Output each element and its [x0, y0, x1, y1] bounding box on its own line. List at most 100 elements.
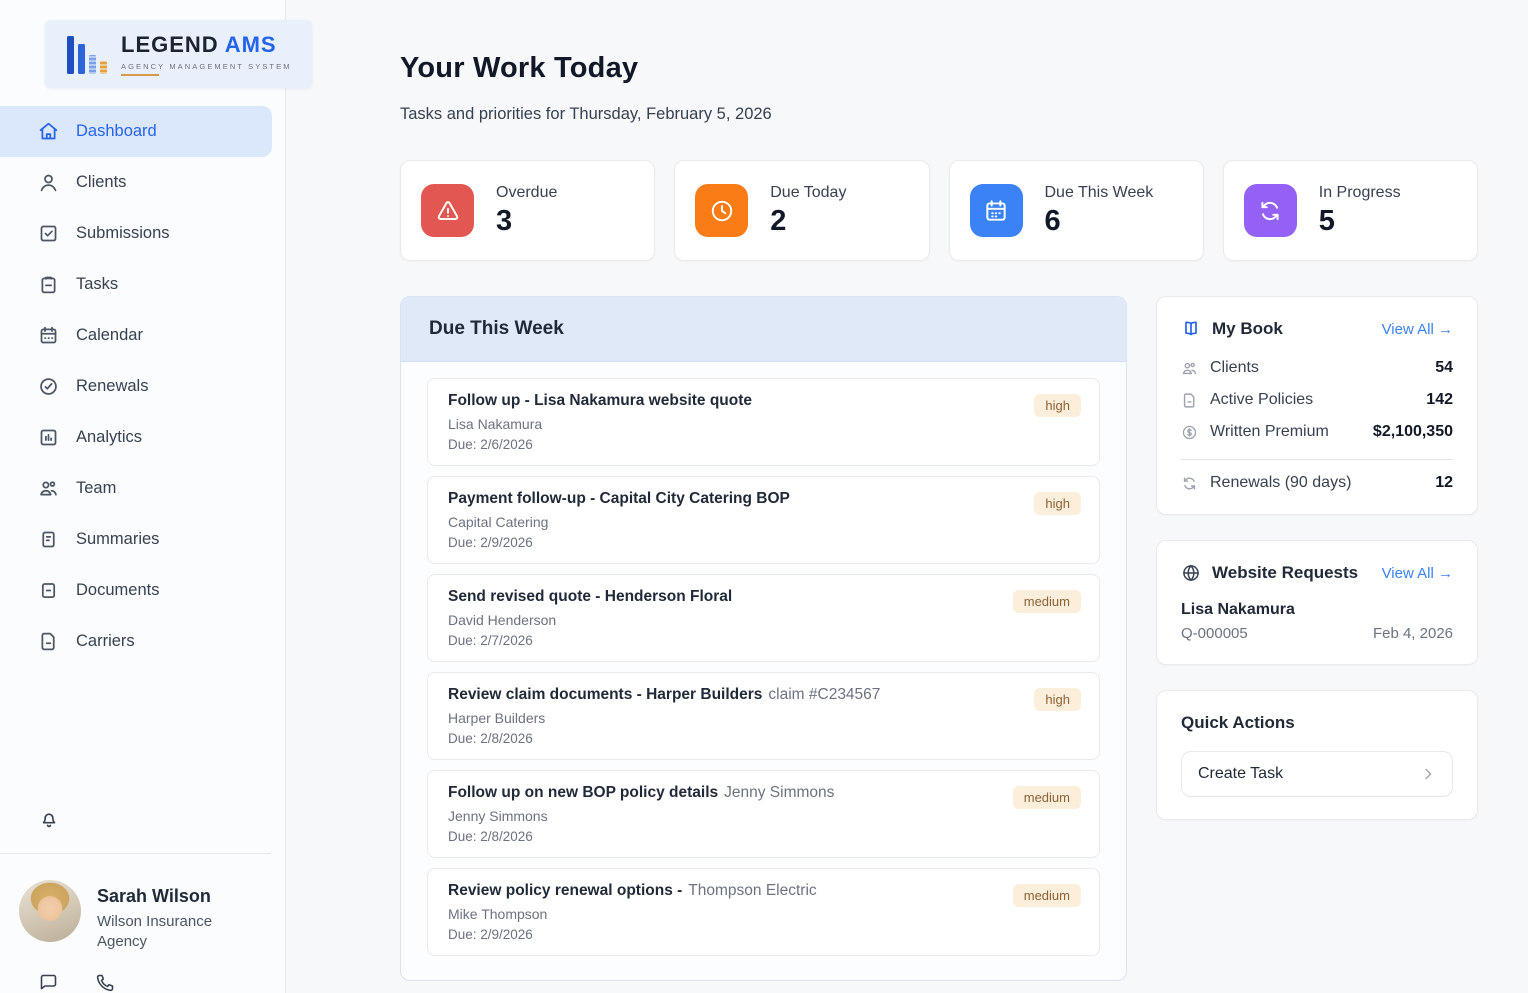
sidebar-item-label: Calendar	[76, 326, 143, 344]
sync-icon	[1183, 476, 1196, 490]
user-profile: Sarah Wilson Wilson Insurance Agency	[0, 854, 285, 953]
chevron-right-icon	[1425, 768, 1432, 780]
task-row[interactable]: Review policy renewal options - Thompson …	[427, 868, 1100, 956]
sidebar-item-clients[interactable]: Clients	[0, 157, 272, 208]
sidebar-item-label: Documents	[76, 581, 160, 599]
sidebar-item-renewals[interactable]: Renewals	[0, 361, 272, 412]
sidebar-item-label: Team	[76, 479, 117, 497]
task-due-date: Due: 2/6/2026	[448, 437, 533, 452]
task-row[interactable]: Follow up on new BOP policy details Jenny…	[427, 770, 1100, 858]
book-row-label: Active Policies	[1210, 391, 1314, 408]
policy-doc-icon	[1183, 392, 1195, 408]
sidebar-item-submissions[interactable]: Submissions	[0, 208, 272, 259]
quick-actions-title: Quick Actions	[1181, 713, 1295, 732]
task-title-suffix: Thompson Electric	[688, 882, 817, 899]
book-row-value: 54	[1435, 359, 1453, 376]
book-icon	[1185, 321, 1197, 336]
priority-badge: high	[1034, 492, 1081, 515]
stat-card-overdue[interactable]: Overdue 3	[400, 160, 656, 261]
sidebar-item-calendar[interactable]: Calendar	[0, 310, 272, 361]
task-client: Mike Thompson	[448, 906, 548, 922]
sidebar-item-label: Clients	[76, 173, 127, 191]
website-requests-view-all-link[interactable]: View All →	[1381, 564, 1453, 582]
book-row-value: 142	[1426, 391, 1453, 408]
calendar-icon	[40, 326, 57, 344]
logo-suffix: AMS	[224, 32, 277, 57]
task-row[interactable]: Send revised quote - Henderson Floral Da…	[427, 574, 1100, 662]
sidebar-nav: Dashboard Clients Submissions Tasks Cale…	[0, 106, 285, 667]
book-row-label: Renewals (90 days)	[1210, 474, 1352, 491]
sidebar-item-analytics[interactable]: Analytics	[0, 412, 272, 463]
task-row[interactable]: Review claim documents - Harper Builders…	[427, 672, 1100, 760]
sidebar-item-tasks[interactable]: Tasks	[0, 259, 272, 310]
stat-card-due-today[interactable]: Due Today 2	[674, 160, 930, 261]
sidebar-item-label: Tasks	[76, 275, 119, 293]
logo-tagline: AGENCY MANAGEMENT SYSTEM	[121, 62, 292, 71]
profile-actions	[0, 952, 285, 993]
chat-icon[interactable]	[38, 972, 59, 993]
divider	[1181, 459, 1453, 460]
task-list: Follow up - Lisa Nakamura website quote …	[401, 362, 1126, 980]
priority-badge: high	[1034, 688, 1081, 711]
stat-card-in-progress[interactable]: In Progress 5	[1222, 160, 1478, 261]
page-subtitle: Tasks and priorities for Thursday, Febru…	[400, 105, 772, 123]
document-icon	[41, 583, 56, 598]
check-square-icon	[40, 225, 57, 242]
bar-chart-icon	[40, 429, 57, 446]
task-due-date: Due: 2/9/2026	[448, 927, 533, 942]
priority-badge: medium	[1012, 786, 1081, 809]
sidebar-item-label: Submissions	[76, 224, 170, 242]
sidebar-divider	[0, 852, 271, 854]
sidebar-item-summaries[interactable]: Summaries	[0, 514, 272, 565]
phone-icon[interactable]	[95, 972, 116, 993]
task-title: Review claim documents - Harper Builders	[448, 686, 763, 703]
app-logo[interactable]: LEGEND AMS AGENCY MANAGEMENT SYSTEM	[45, 20, 312, 88]
bell-icon[interactable]	[38, 808, 60, 830]
task-title-suffix: claim #C234567	[768, 686, 881, 703]
create-task-button[interactable]: Create Task	[1181, 751, 1453, 797]
stat-value: 3	[496, 204, 513, 237]
clipboard-icon	[41, 276, 56, 294]
task-title: Payment follow-up - Capital City Caterin…	[448, 490, 790, 507]
stat-value: 6	[1044, 204, 1061, 237]
main-content: Your Work Today Tasks and priorities for…	[286, 0, 1528, 993]
file-icon	[41, 632, 55, 651]
calendar-icon	[969, 184, 1023, 237]
check-circle-icon	[40, 378, 57, 395]
task-row[interactable]: Follow up - Lisa Nakamura website quote …	[427, 378, 1100, 466]
stat-label: In Progress	[1318, 183, 1401, 201]
sidebar-item-label: Analytics	[76, 428, 143, 446]
sidebar-item-team[interactable]: Team	[0, 463, 272, 514]
sidebar-item-documents[interactable]: Documents	[0, 565, 272, 616]
website-request-item[interactable]: Lisa Nakamura Q-000005 Feb 4, 2026	[1181, 601, 1453, 642]
stat-card-due-this-week[interactable]: Due This Week 6	[948, 160, 1204, 261]
due-this-week-title: Due This Week	[401, 297, 1126, 362]
stat-value: 5	[1318, 204, 1335, 237]
book-row-written-premium: Written Premium $2,100,350	[1181, 423, 1453, 441]
my-book-view-all-link[interactable]: View All →	[1381, 320, 1453, 338]
home-icon	[39, 122, 58, 140]
book-row-value: $2,100,350	[1372, 423, 1453, 440]
stat-label: Due This Week	[1044, 183, 1154, 201]
profile-org: Wilson Insurance Agency	[97, 912, 213, 950]
sidebar-item-dashboard[interactable]: Dashboard	[0, 106, 272, 157]
due-this-week-panel: Due This Week Follow up - Lisa Nakamura …	[400, 296, 1127, 981]
task-due-date: Due: 2/8/2026	[448, 829, 533, 844]
book-row-value: 12	[1435, 474, 1453, 491]
priority-badge: high	[1034, 394, 1081, 417]
sidebar-item-carriers[interactable]: Carriers	[0, 616, 272, 667]
task-title: Follow up - Lisa Nakamura website quote	[448, 392, 753, 409]
avatar[interactable]	[19, 879, 81, 942]
task-title: Send revised quote - Henderson Floral	[448, 588, 733, 605]
person-icon	[40, 174, 57, 192]
task-row[interactable]: Payment follow-up - Capital City Caterin…	[427, 476, 1100, 564]
page-title: Your Work Today	[400, 52, 639, 84]
task-title-suffix: Jenny Simmons	[724, 784, 835, 801]
request-ref: Q-000005	[1181, 625, 1248, 642]
book-row-renewals: Renewals (90 days) 12	[1181, 474, 1453, 492]
logo-text: LEGEND AMS AGENCY MANAGEMENT SYSTEM	[121, 32, 292, 76]
task-client: Harper Builders	[448, 710, 546, 726]
task-client: Jenny Simmons	[448, 808, 548, 824]
book-row-clients: Clients 54	[1181, 359, 1453, 377]
